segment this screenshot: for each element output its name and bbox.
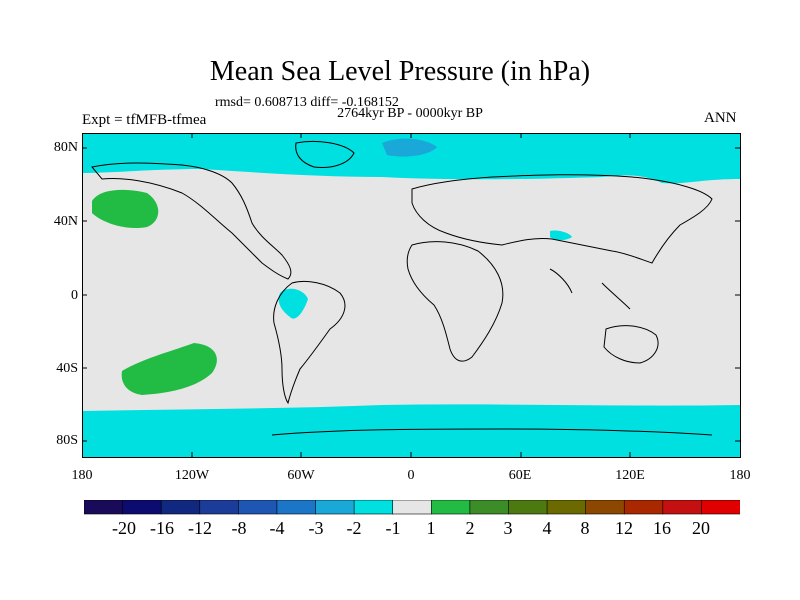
lat-label-40n: 40N <box>53 214 78 229</box>
colorbar-label: -3 <box>308 518 324 538</box>
lon-label-120e: 120E <box>615 468 645 483</box>
colorbar-swatch <box>585 500 625 515</box>
colorbar-label: -20 <box>112 518 136 538</box>
colorbar-swatch <box>84 500 124 515</box>
colorbar-swatch <box>392 500 432 515</box>
colorbar-label: -12 <box>188 518 212 538</box>
arctic-negative-region <box>82 133 740 184</box>
lon-label-60w: 60W <box>287 468 315 483</box>
colorbar-swatch <box>276 500 317 515</box>
lon-label-0: 0 <box>407 468 415 483</box>
colorbar-label: 12 <box>615 518 633 538</box>
colorbar-swatch <box>353 500 394 515</box>
map-background <box>82 133 740 457</box>
colorbar-swatch <box>662 500 703 515</box>
lat-label-40s: 40S <box>56 361 78 376</box>
colorbar-swatch <box>701 500 740 515</box>
lon-label-180w: 180 <box>71 468 93 483</box>
coastlines <box>91 140 713 436</box>
world-map <box>82 133 740 457</box>
colorbar-swatch <box>315 500 355 515</box>
colorbar-swatch <box>122 500 162 515</box>
southern-ocean-negative-region <box>82 404 740 457</box>
colorbar-label: -16 <box>150 518 174 538</box>
colorbar-swatch <box>199 500 239 515</box>
map-frame <box>82 133 741 458</box>
colorbar-label: 8 <box>580 518 590 538</box>
lat-label-0: 0 <box>71 288 78 303</box>
axis-ticks <box>82 133 740 457</box>
lat-label-80s: 80S <box>56 433 78 448</box>
colorbar-label: -4 <box>269 518 285 538</box>
colorbar-label: 20 <box>692 518 710 538</box>
colorbar-label: 4 <box>542 518 552 538</box>
lon-label-60e: 60E <box>508 468 532 483</box>
colorbar-label: 1 <box>426 518 436 538</box>
lon-label-180e: 180 <box>729 468 751 483</box>
tibet-negative-region <box>550 230 572 240</box>
period-text: 2764kyr BP - 0000kyr BP <box>337 106 483 121</box>
amazon-negative-region <box>278 288 308 319</box>
greenland-negative-region <box>382 138 437 157</box>
colorbar-label: -8 <box>231 518 247 538</box>
stats-text: rmsd= 0.608713 diff= -0.168152 <box>215 95 399 110</box>
colorbar-label: -1 <box>385 518 401 538</box>
colorbar-label: -2 <box>346 518 362 538</box>
colorbar-label: 2 <box>465 518 475 538</box>
colorbar-swatch <box>430 500 471 515</box>
season-label: ANN <box>704 110 737 126</box>
lat-label-80n: 80N <box>53 140 78 155</box>
lon-label-120w: 120W <box>174 468 210 483</box>
colorbar-swatch <box>160 500 201 515</box>
colorbar-swatch <box>469 500 510 515</box>
colorbar-swatch <box>508 500 548 515</box>
colorbar-swatch <box>238 500 278 515</box>
south-pacific-positive-region <box>121 343 217 395</box>
colorbar-swatch <box>546 500 587 515</box>
map-title: Mean Sea Level Pressure (in hPa) <box>209 56 591 87</box>
map-border <box>82 133 741 458</box>
colorbar-label: 3 <box>503 518 513 538</box>
colorbar-swatch <box>623 500 664 515</box>
north-pacific-positive-region <box>92 189 159 229</box>
experiment-label: Expt = tfMFB-tfmea <box>82 112 207 128</box>
colorbar <box>84 500 740 515</box>
colorbar-label: 16 <box>653 518 671 538</box>
